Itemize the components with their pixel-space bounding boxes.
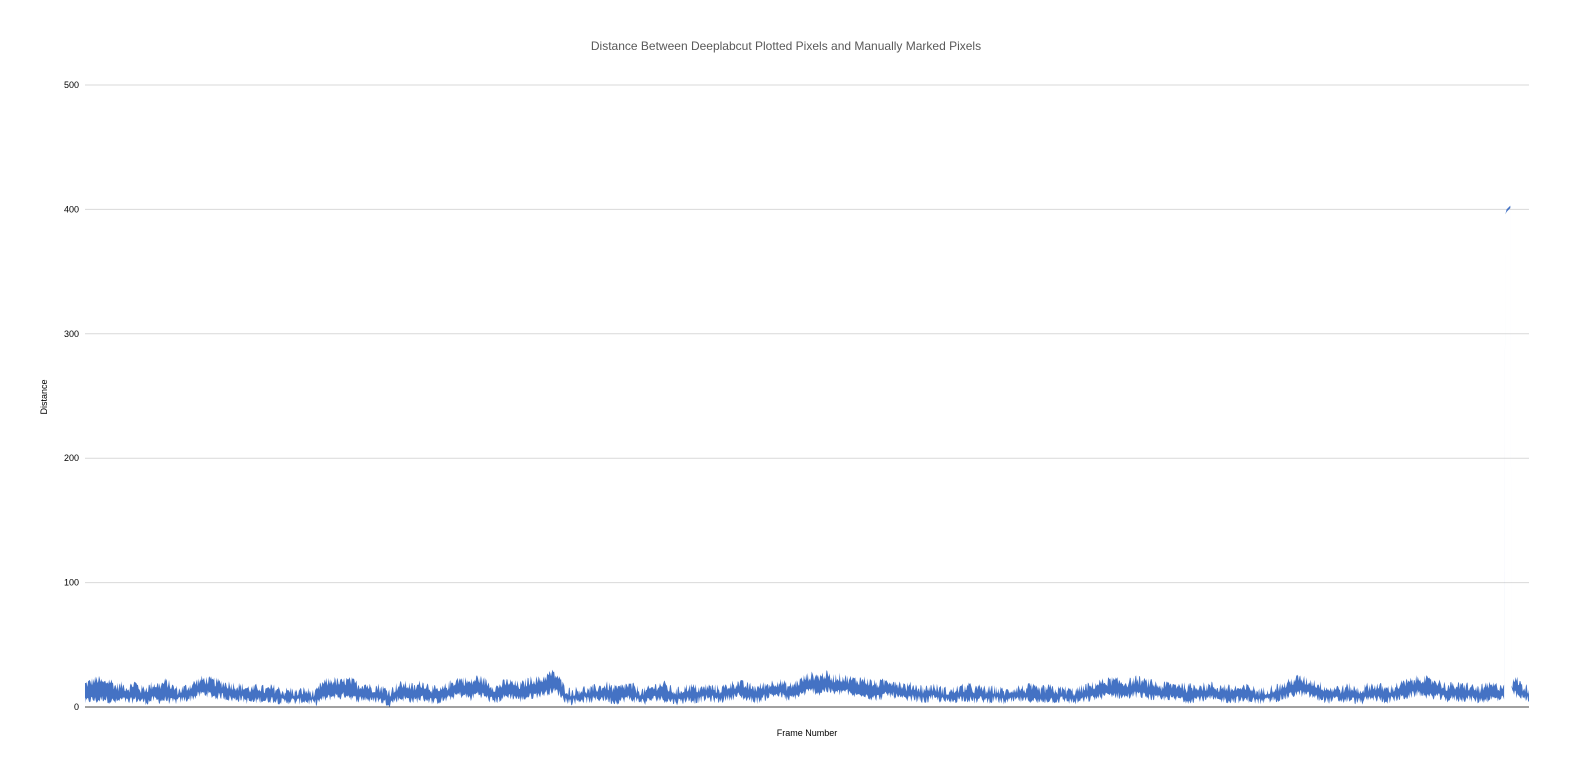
- chart-title: Distance Between Deeplabcut Plotted Pixe…: [591, 39, 981, 53]
- y-tick-label-100: 100: [64, 578, 79, 588]
- gridlines: [85, 84, 1529, 584]
- x-axis-label: Frame Number: [777, 728, 838, 738]
- y-tick-label-200: 200: [64, 453, 79, 463]
- y-tick-label-400: 400: [64, 204, 79, 214]
- y-tick-label-500: 500: [64, 80, 79, 90]
- y-tick-labels: 0 100 200 300 400 500: [64, 80, 79, 712]
- y-tick-label-0: 0: [74, 702, 79, 712]
- series-area: [85, 205, 1529, 707]
- y-axis-label: Distance: [39, 379, 49, 414]
- y-tick-label-300: 300: [64, 329, 79, 339]
